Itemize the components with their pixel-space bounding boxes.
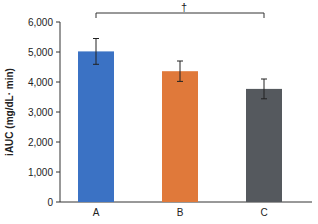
y-tick-label: 5,000 [28, 47, 53, 58]
chart-svg: 0 1,000 2,000 3,000 4,000 5,000 6,000 iAUC (mg/… [0, 0, 318, 224]
y-tick-label: 1,000 [28, 167, 53, 178]
error-cap [177, 61, 183, 62]
y-tick [56, 22, 60, 23]
chart-container: 0 1,000 2,000 3,000 4,000 5,000 6,000 iAUC (mg/… [0, 0, 318, 224]
y-tick [56, 112, 60, 113]
error-bar [177, 61, 183, 81]
error-bar [261, 79, 267, 99]
x-tick-label: B [177, 207, 184, 218]
bar [162, 71, 198, 202]
y-tick-label: 3,000 [28, 107, 53, 118]
error-cap [261, 98, 267, 99]
error-cap [93, 64, 99, 65]
error-stem [180, 61, 181, 81]
y-tick-label: 4,000 [28, 77, 53, 88]
y-axis [60, 22, 61, 202]
y-tick [56, 172, 60, 173]
error-cap [177, 81, 183, 82]
error-cap [93, 38, 99, 39]
error-stem [96, 39, 97, 65]
significance-bracket [96, 13, 264, 18]
x-tick-label: A [93, 207, 100, 218]
y-tick-label: 6,000 [28, 17, 53, 28]
y-tick [56, 142, 60, 143]
error-stem [264, 79, 265, 99]
bars [78, 39, 282, 203]
x-tick-label: C [260, 207, 267, 218]
y-tick-label: 2,000 [28, 137, 53, 148]
y-tick [56, 202, 60, 203]
y-tick [56, 52, 60, 53]
error-bar [93, 39, 99, 65]
bar [78, 51, 114, 202]
y-tick [56, 82, 60, 83]
y-tick-label: 0 [47, 197, 53, 208]
annotation: † [181, 1, 187, 13]
y-axis-label: iAUC (mg/dL· min) [4, 68, 15, 156]
error-cap [261, 79, 267, 80]
bar [246, 89, 282, 202]
